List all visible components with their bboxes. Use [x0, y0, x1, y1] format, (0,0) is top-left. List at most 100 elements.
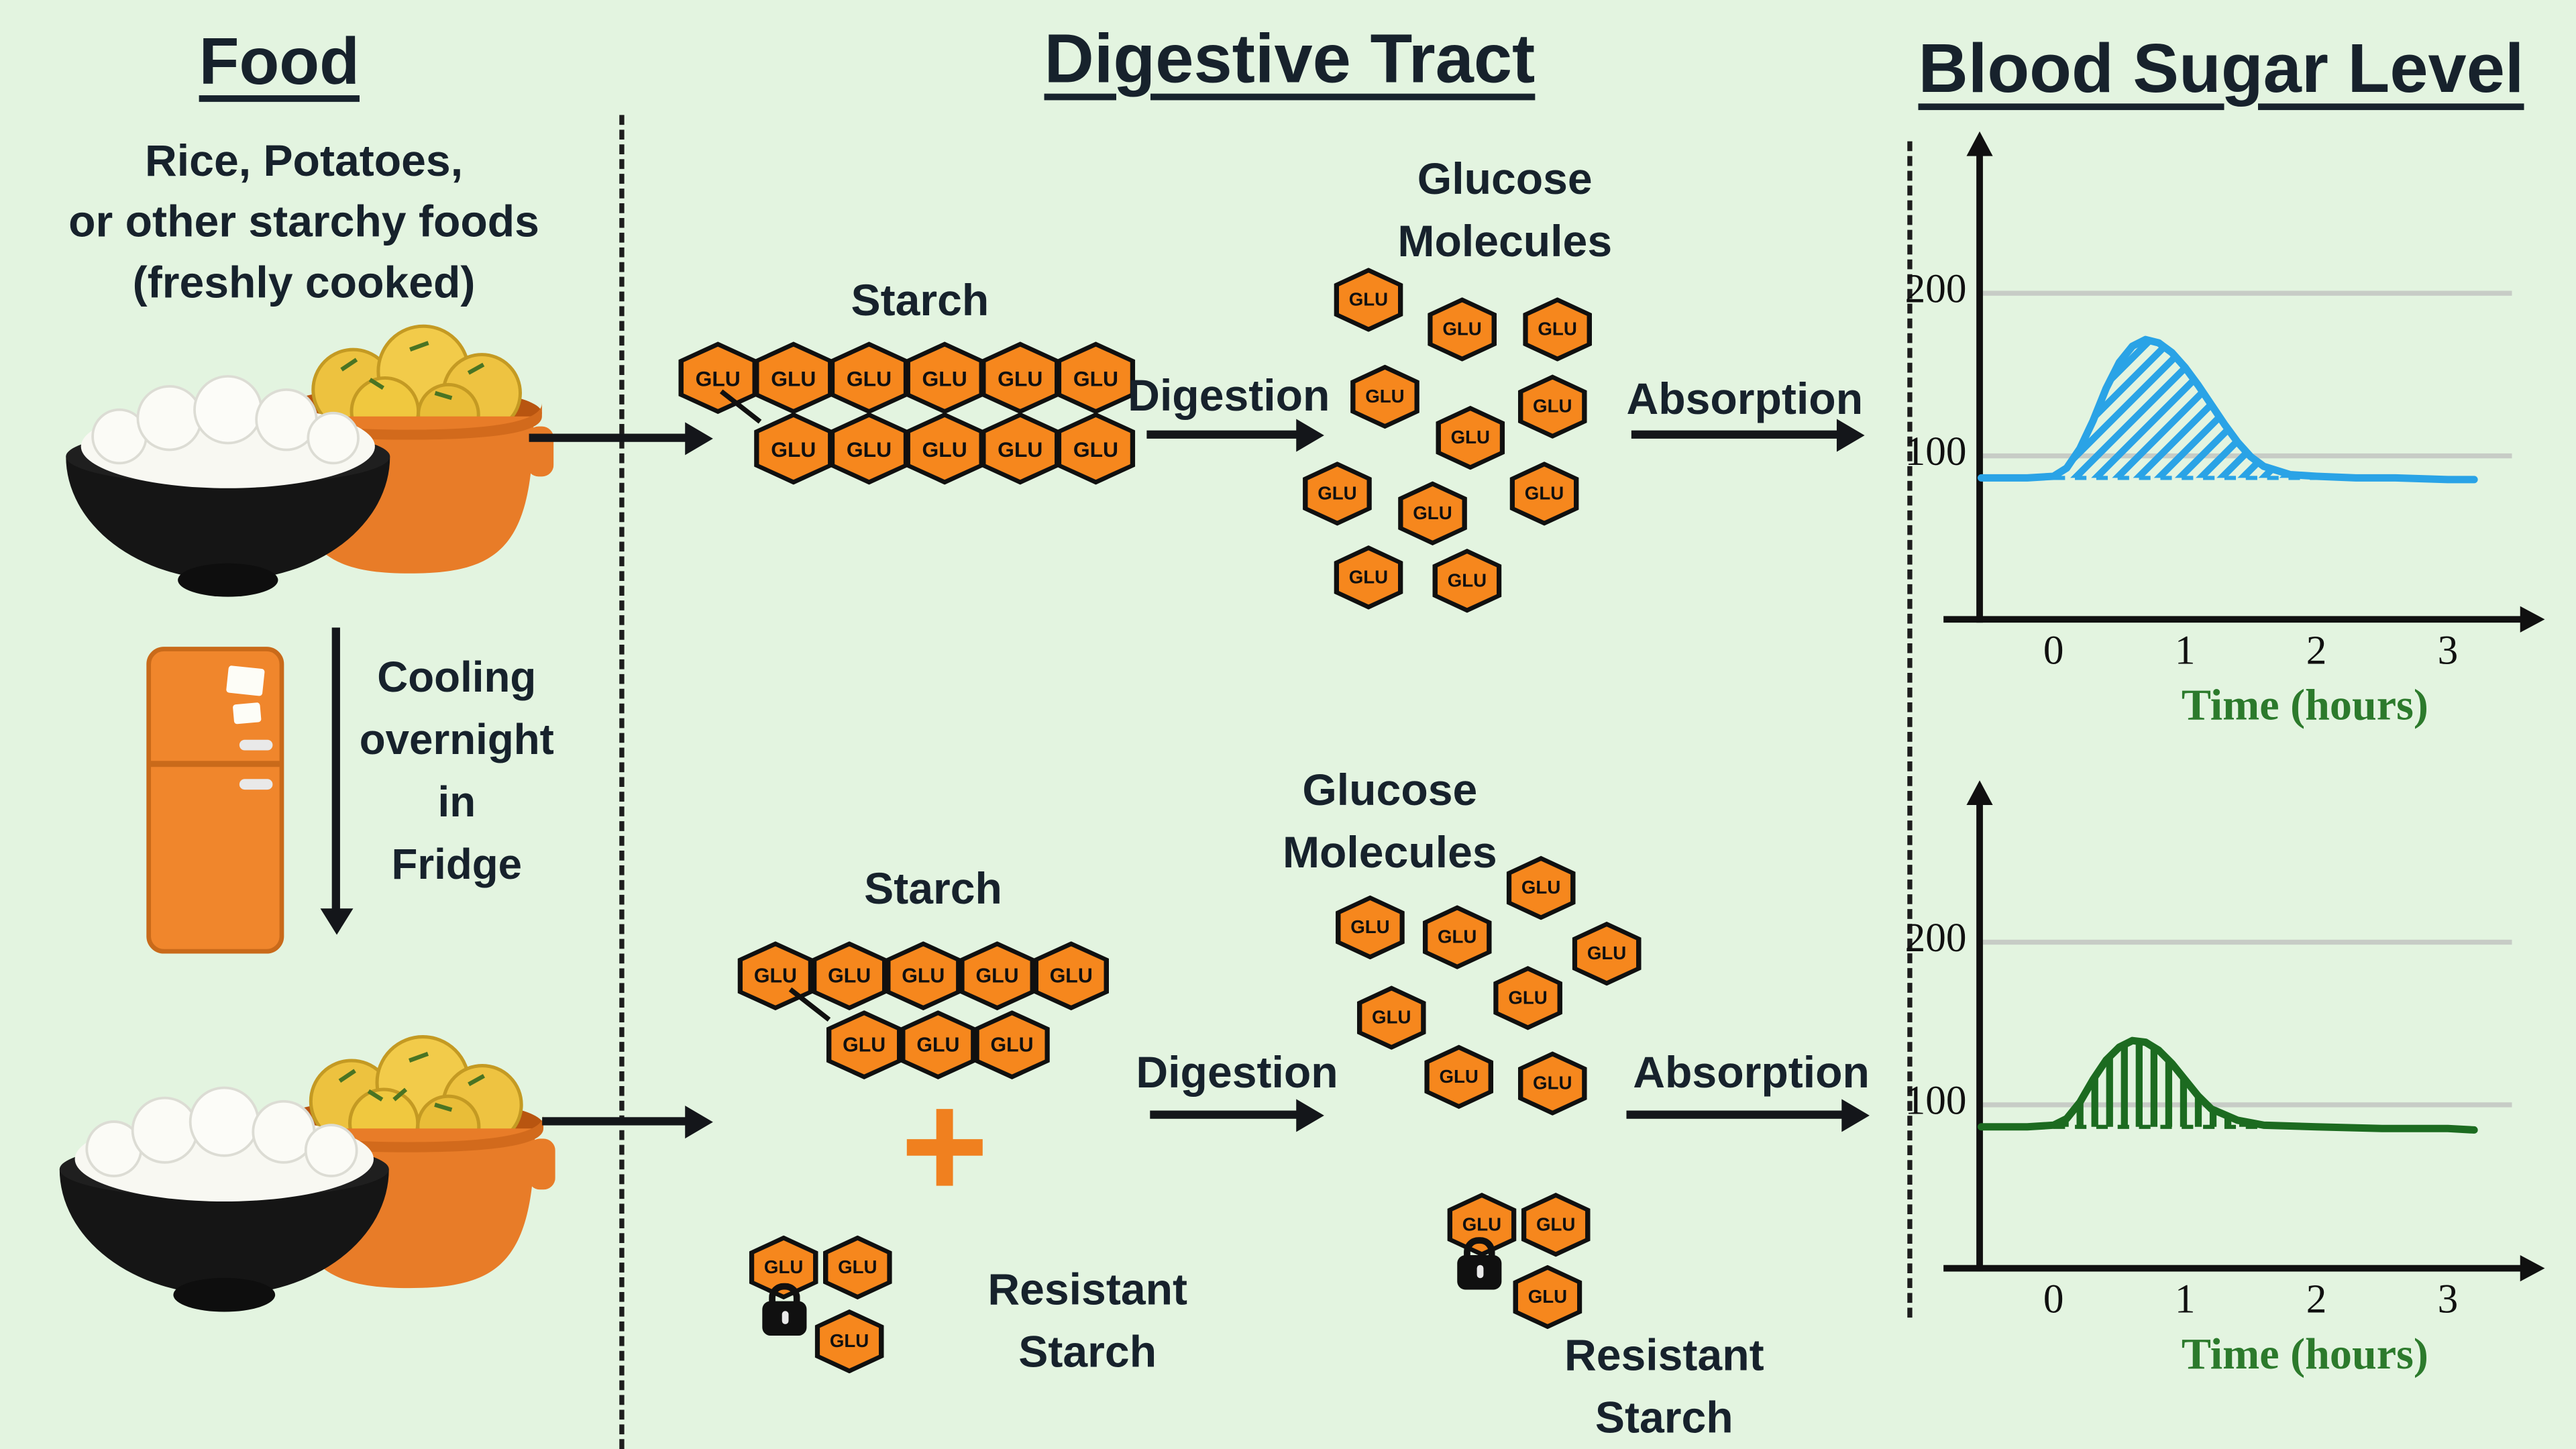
- starch-bond: [720, 389, 762, 423]
- glucose-unit-hexagon: GLU: [1523, 297, 1593, 362]
- blood-sugar-chart-cooled: 200 100 0 1 2 3 Time (hours): [1905, 780, 2555, 1393]
- cooled-food-illustration: [59, 1035, 555, 1312]
- food-description-line-3: (freshly cooked): [132, 258, 476, 307]
- time-axis-label: Time (hours): [2181, 680, 2428, 730]
- glucose-unit-hexagon: GLU: [1493, 966, 1562, 1030]
- blood-sugar-chart-fresh: 200 100 0 1 2 3 Time (hours): [1905, 131, 2555, 745]
- resistant-line-2: Starch: [1595, 1393, 1733, 1443]
- gridline-100: [1982, 1102, 2512, 1108]
- glucose-unit-hexagon: GLU: [1517, 374, 1587, 439]
- glucose-unit-hexagon: GLU: [1521, 1192, 1591, 1257]
- x-tick-0: 0: [2043, 1278, 2064, 1323]
- cooling-label: Cooling overnight in Fridge: [352, 645, 561, 895]
- x-tick-0: 0: [2043, 629, 2064, 674]
- absorption-label-bottom: Absorption: [1633, 1048, 1870, 1097]
- glucose-unit-hexagon: GLU: [1424, 1044, 1494, 1110]
- glucose-unit-hexagon: GLU: [754, 341, 833, 415]
- glucose-line-1: Glucose: [1302, 765, 1478, 815]
- glucose-unit-hexagon: GLU: [905, 341, 984, 415]
- glucose-molecules-label-bottom: Glucose Molecules: [1226, 759, 1554, 883]
- digestion-label-bottom: Digestion: [1136, 1048, 1338, 1097]
- resistant-line-2: Starch: [1018, 1327, 1157, 1377]
- fresh-food-illustration: [66, 324, 554, 597]
- gridline-200: [1982, 939, 2512, 945]
- glucose-unit-hexagon: GLU: [981, 412, 1060, 485]
- fresh-blood-sugar-curve: [1977, 335, 2478, 484]
- absorption-arrow-bottom: [1626, 1110, 1843, 1119]
- rice-bowl: [66, 375, 390, 597]
- time-axis-label: Time (hours): [2181, 1329, 2428, 1379]
- cooled-blood-sugar-curve: [1977, 1036, 2478, 1134]
- y-tick-100: 100: [1904, 1079, 1967, 1124]
- glucose-unit-hexagon: GLU: [822, 1235, 892, 1300]
- glucose-unit-hexagon: GLU: [1303, 462, 1372, 526]
- food-description: Rice, Potatoes, or other starchy foods (…: [49, 131, 558, 314]
- cooled-food-to-starch-arrow: [542, 1117, 687, 1126]
- glucose-unit-hexagon: GLU: [754, 412, 833, 485]
- glucose-unit-hexagon: GLU: [1513, 1265, 1582, 1330]
- glucose-line-1: Glucose: [1417, 154, 1593, 204]
- glucose-unit-hexagon: GLU: [885, 941, 961, 1011]
- food-column-title: Food: [199, 26, 360, 99]
- glucose-line-2: Molecules: [1282, 828, 1497, 877]
- resistant-starch-label-left: Resistant Starch: [923, 1258, 1252, 1383]
- glucose-unit-hexagon: GLU: [1056, 412, 1136, 485]
- digestive-tract-title: Digestive Tract: [1044, 19, 1536, 97]
- glucose-unit-hexagon: GLU: [1436, 405, 1505, 470]
- lock-icon-right: [1457, 1237, 1502, 1290]
- glucose-unit-hexagon: GLU: [981, 341, 1060, 415]
- glucose-unit-hexagon: GLU: [1509, 462, 1579, 526]
- cooling-line-1: Cooling: [377, 652, 537, 702]
- digestion-arrow-bottom: [1150, 1110, 1298, 1119]
- cooling-arrow: [331, 627, 340, 910]
- plus-sign: +: [900, 1063, 989, 1231]
- glucose-line-2: Molecules: [1397, 217, 1613, 266]
- x-tick-2: 2: [2306, 629, 2327, 674]
- x-tick-1: 1: [2174, 629, 2196, 674]
- column-separator-left: [619, 115, 625, 1449]
- y-tick-200: 200: [1904, 268, 1967, 313]
- glucose-unit-hexagon: GLU: [1334, 545, 1403, 610]
- glucose-unit-hexagon: GLU: [814, 1309, 884, 1374]
- digestion-label-top: Digestion: [1128, 371, 1330, 421]
- glucose-unit-hexagon: GLU: [1572, 921, 1642, 986]
- x-tick-3: 3: [2437, 629, 2459, 674]
- food-description-line-2: or other starchy foods: [68, 197, 539, 247]
- cooling-line-4: Fridge: [391, 839, 523, 889]
- starch-label-bottom: Starch: [864, 864, 1002, 914]
- lock-icon-left: [762, 1283, 807, 1336]
- absorption-label-top: Absorption: [1626, 374, 1864, 424]
- glucose-unit-hexagon: GLU: [1336, 895, 1405, 960]
- glucose-unit-hexagon: GLU: [959, 941, 1035, 1011]
- glucose-unit-hexagon: GLU: [829, 412, 909, 485]
- starch-bond-2: [789, 987, 831, 1021]
- resistant-line-1: Resistant: [1564, 1330, 1764, 1381]
- glucose-unit-hexagon: GLU: [1356, 985, 1426, 1050]
- blood-sugar-title: Blood Sugar Level: [1918, 30, 2524, 107]
- resistant-starch-label-right: Resistant Starch: [1500, 1324, 1829, 1449]
- cooling-line-3: in: [437, 777, 476, 826]
- x-tick-1: 1: [2174, 1278, 2196, 1323]
- resistant-line-1: Resistant: [987, 1265, 1188, 1315]
- y-axis: [1966, 780, 1993, 1272]
- absorption-arrow-top: [1631, 430, 1839, 439]
- glucose-unit-hexagon: GLU: [678, 341, 757, 415]
- digestion-arrow-top: [1146, 430, 1298, 439]
- glucose-molecules-label-top: Glucose Molecules: [1340, 148, 1669, 272]
- glucose-unit-hexagon: GLU: [829, 341, 909, 415]
- glucose-unit-hexagon: GLU: [1422, 905, 1492, 969]
- glucose-unit-hexagon: GLU: [1428, 297, 1497, 362]
- fridge-icon: [146, 647, 284, 954]
- glucose-unit-hexagon: GLU: [1398, 481, 1467, 546]
- column-separator-right: [1907, 141, 1913, 1318]
- x-tick-3: 3: [2437, 1278, 2459, 1323]
- glucose-unit-hexagon: GLU: [1033, 941, 1110, 1011]
- y-axis: [1966, 131, 1993, 623]
- glucose-unit-hexagon: GLU: [811, 941, 888, 1011]
- x-axis: [1943, 606, 2545, 633]
- fresh-food-to-starch-arrow: [529, 433, 687, 442]
- x-tick-2: 2: [2306, 1278, 2327, 1323]
- glucose-unit-hexagon: GLU: [826, 1010, 902, 1079]
- y-tick-100: 100: [1904, 430, 1967, 475]
